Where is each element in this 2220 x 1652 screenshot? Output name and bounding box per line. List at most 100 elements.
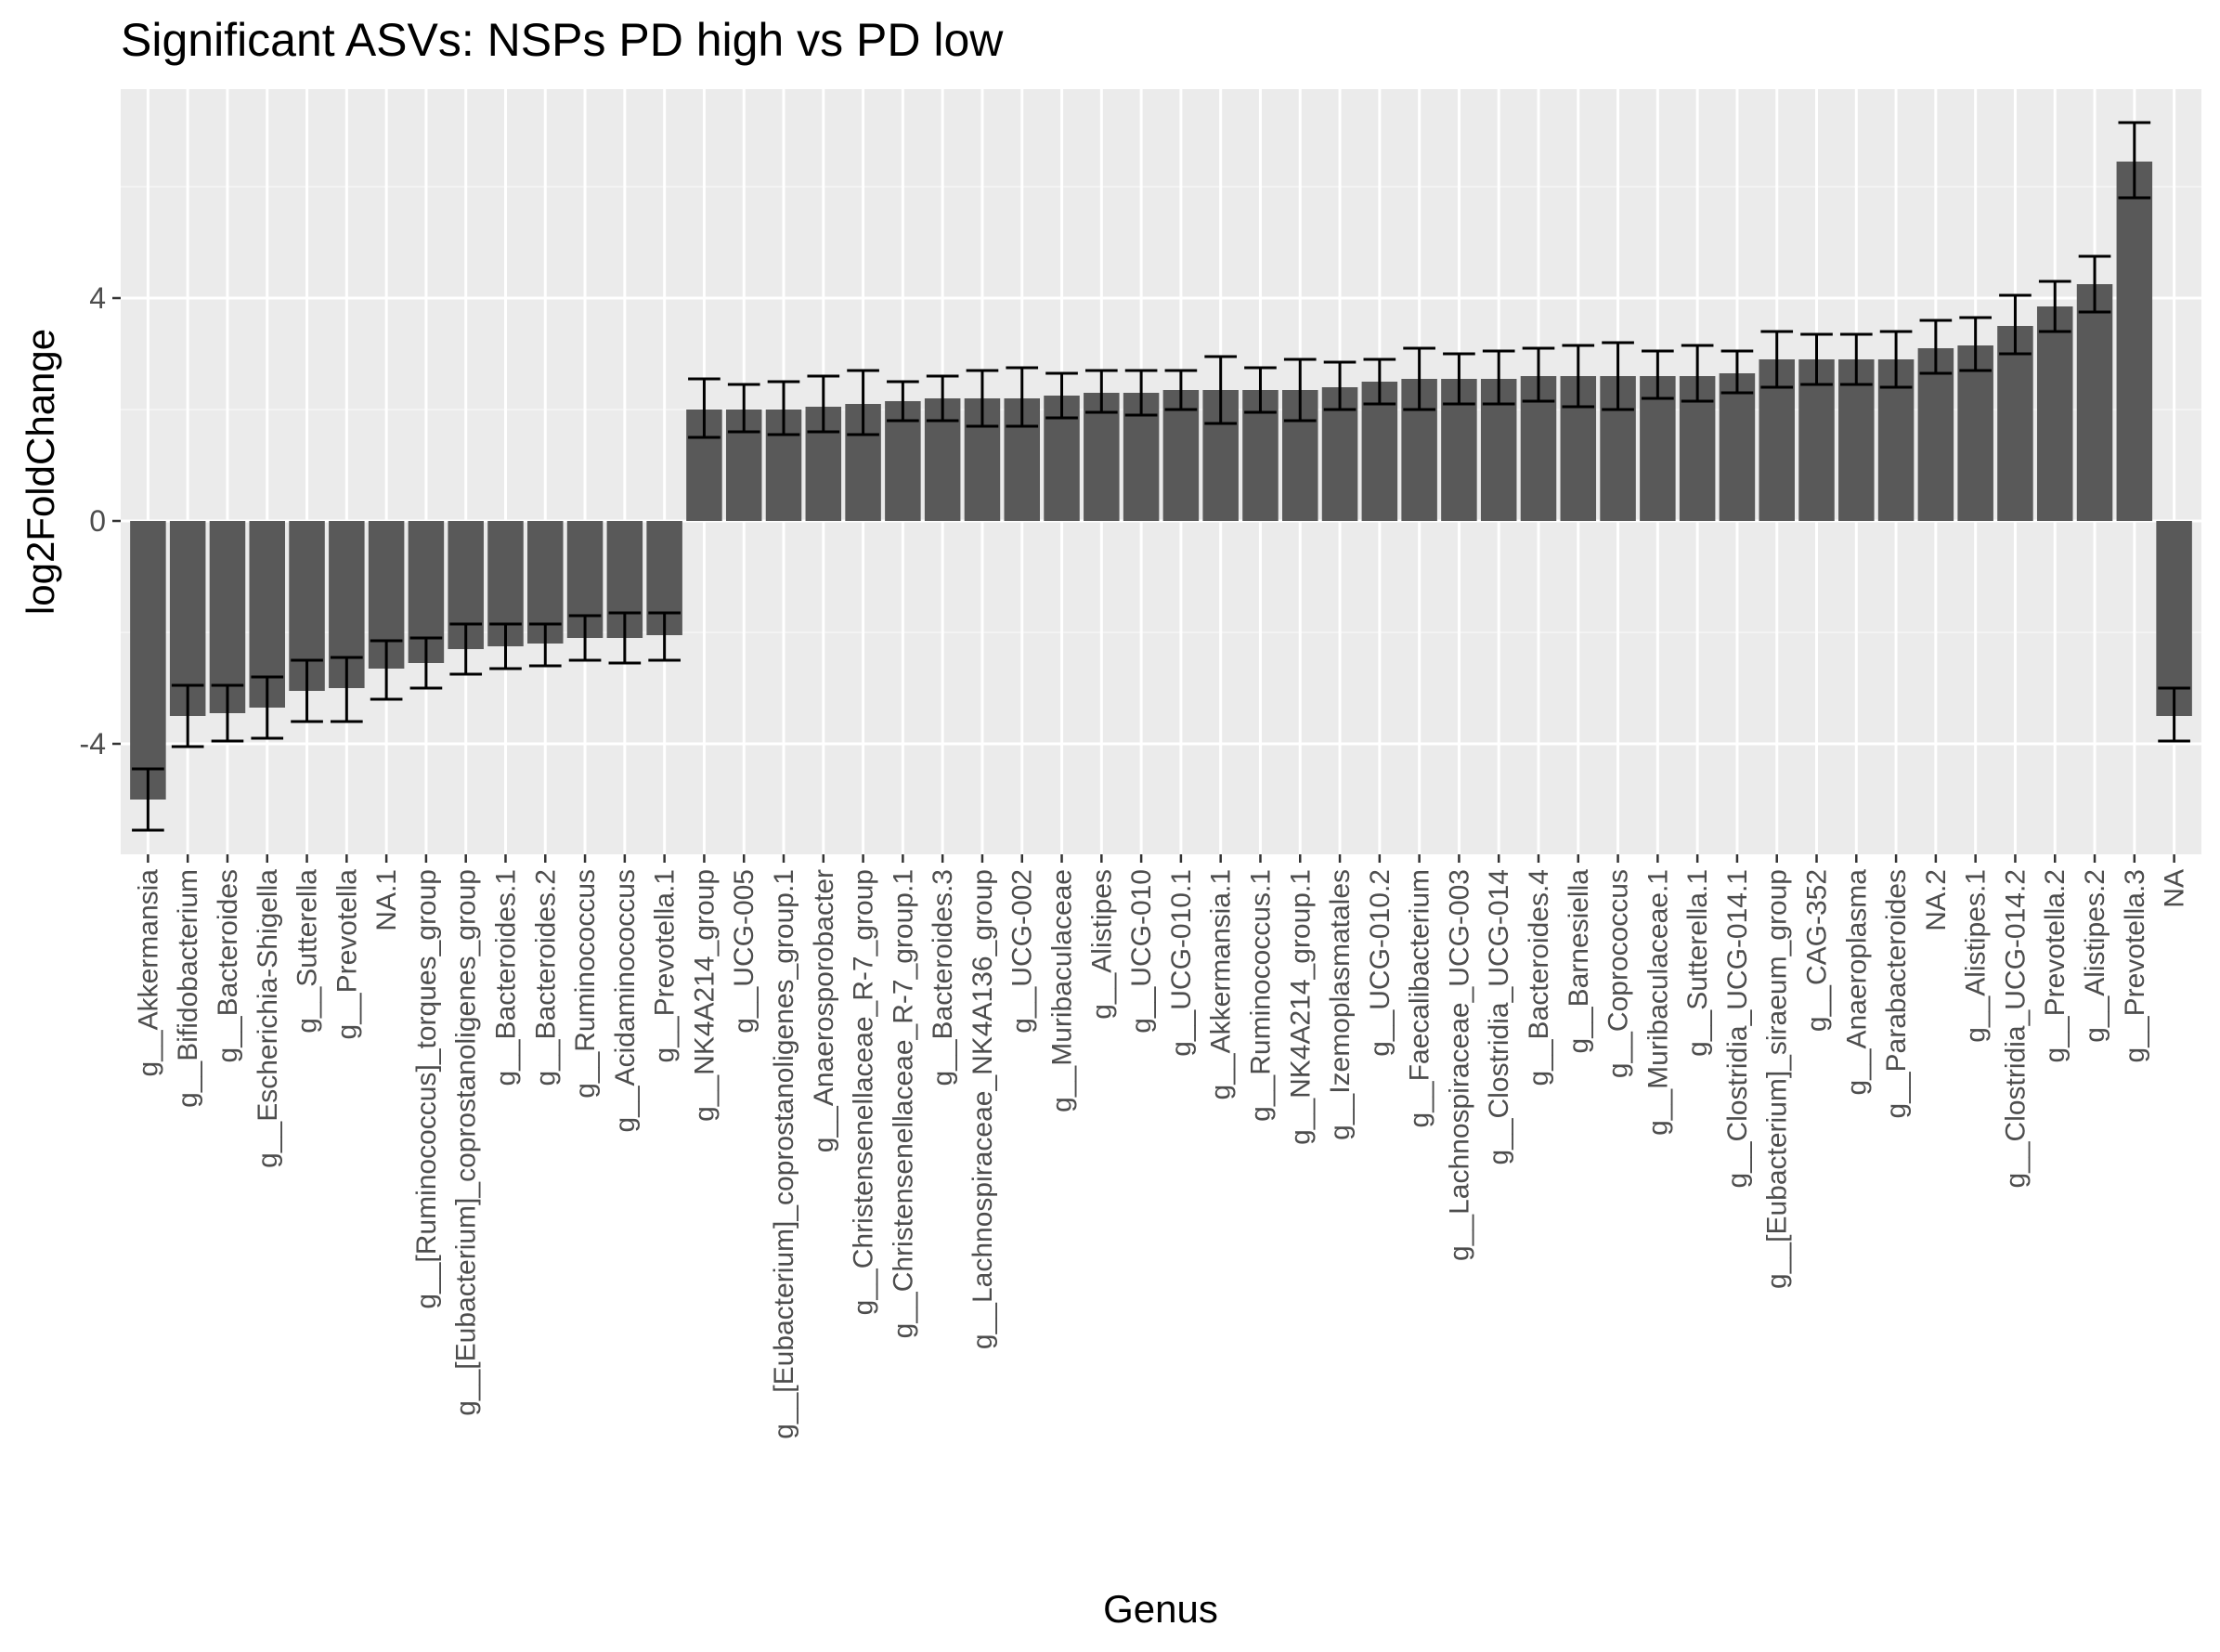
error-bar-g__NK4A214_group.1 [1283, 358, 1317, 423]
error-bar-NA.2 [1919, 319, 1953, 375]
bar-NA.2 [1917, 348, 1954, 521]
bar-g__Prevotella.3 [2116, 162, 2153, 521]
x-tick-label: g__Prevotella.2 [2040, 869, 2071, 1062]
error-bar-g__Bacteroides.4 [1522, 346, 1555, 403]
y-axis-title: log2FoldChange [19, 329, 62, 615]
error-bar-g__Bifidobacterium [171, 683, 204, 748]
x-axis-title: Genus [1103, 1587, 1218, 1631]
bar-g__Clostridia_UCG-014.2 [1997, 326, 2033, 521]
x-tick-label: NA.2 [1921, 869, 1952, 931]
error-bar-g__Alistipes [1084, 369, 1118, 414]
error-bar-g__Clostridia_UCG-014.1 [1720, 349, 1754, 395]
error-bar-g__[Eubacterium]_coprostanoligenes_group [449, 622, 483, 676]
error-bar-g__Akkermansia.1 [1204, 355, 1238, 425]
error-bar-g__Acidaminococcus [608, 611, 642, 665]
x-tick-label: g__Bacteroides.1 [490, 869, 521, 1086]
x-tick-label: g__Muribaculaceae [1047, 869, 1078, 1112]
error-bar-g__Ruminococcus [568, 614, 602, 662]
x-tick-label: g__NK4A214_group [689, 869, 720, 1122]
x-tick-label: g__[Ruminococcus]_torques_group [411, 869, 442, 1309]
x-tick-label: g__Akkermansia [133, 869, 163, 1077]
x-tick-label: g__Escherichia-Shigella [253, 869, 283, 1168]
x-tick-label: g__[Eubacterium]_coprostanoligenes_group… [769, 869, 799, 1439]
error-bar-g__Christensenellaceae_R-7_group.1 [887, 380, 919, 423]
x-tick-label: g__Alistipes [1086, 869, 1117, 1020]
error-bar-g__Bacteroides.2 [528, 622, 562, 668]
x-tick-label: g__Christensenellaceae_R-7_group.1 [888, 869, 918, 1338]
bar-g__Muribaculaceae.1 [1640, 376, 1676, 521]
error-bar-g__Sutterella [291, 658, 323, 723]
error-bar-NA.1 [370, 639, 403, 701]
error-bar-g__Anaeroplasma [1839, 332, 1873, 386]
bar-g__Bacteroides [209, 521, 246, 713]
x-tick-label: g__Izemoplasmatales [1325, 869, 1356, 1140]
error-bar-g__Sutterella.1 [1681, 344, 1714, 403]
x-tick-label: g__NK4A214_group.1 [1285, 869, 1316, 1145]
error-bar-g__UCG-010.2 [1363, 358, 1396, 406]
bar-g__Alistipes.1 [1957, 345, 1993, 521]
bar-g__CAG-352 [1798, 359, 1835, 521]
y-tick-label: 0 [89, 504, 106, 538]
error-bar-g__NK4A214_group [688, 377, 721, 439]
grid-lines [121, 89, 2201, 854]
error-bar-g__Clostridia_UCG-014.2 [1999, 293, 2032, 356]
error-bar-g__Clostridia_UCG-014 [1482, 349, 1515, 406]
x-tick-label: g__Faecalibacterium [1405, 869, 1435, 1127]
error-bar-g__Akkermansia [132, 767, 164, 832]
x-tick-label: g__Christensenellaceae_R-7_group [849, 869, 879, 1315]
bar-g__Alistipes [1084, 393, 1120, 521]
x-tick-label: g__Acidaminococcus [610, 869, 641, 1133]
x-tick-label: g__[Eubacterium]_siraeum_group [1762, 869, 1793, 1289]
x-tick-label: g__UCG-005 [729, 869, 759, 1034]
x-tick-label: g__Barnesiella [1564, 869, 1594, 1054]
x-tick-label: g__UCG-010 [1126, 869, 1157, 1034]
x-tick-label: g__UCG-010.2 [1365, 869, 1396, 1057]
error-bar-g__Bacteroides.3 [926, 374, 959, 423]
error-bar-g__[Ruminococcus]_torques_group [409, 636, 443, 690]
error-bar-g__Parabacteroides [1879, 330, 1913, 389]
x-tick-label: NA.1 [371, 869, 402, 931]
bar-g__Alistipes.2 [2076, 284, 2113, 521]
error-bar-g__CAG-352 [1800, 332, 1833, 386]
x-tick-label: NA [2160, 869, 2190, 908]
error-bar-g__Izemoplasmatales [1323, 360, 1357, 411]
x-tick-label: g__Bacteroides.4 [1524, 869, 1554, 1086]
error-bar-g__UCG-010 [1124, 369, 1158, 417]
error-bar-g__UCG-010.1 [1164, 369, 1198, 411]
error-bar-g__Barnesiella [1562, 344, 1595, 409]
x-tick-label: g__Anaeroplasma [1841, 869, 1872, 1096]
x-tick-label: g__Bacteroides [213, 869, 243, 1062]
error-bar-g__[Eubacterium]_coprostanoligenes_group.1 [767, 380, 800, 436]
error-bar-g__Lachnospiraceae_NK4A136_group [966, 369, 999, 428]
bar-g__Anaeroplasma [1838, 359, 1875, 521]
error-bar-g__Prevotella.2 [2038, 280, 2071, 333]
x-tick-label: g__CAG-352 [1802, 869, 1833, 1032]
x-axis: g__Akkermansia g__Bifidobacterium g__Bacte… [133, 854, 2190, 1439]
error-bar-g__UCG-005 [727, 383, 760, 434]
error-bar-g__UCG-002 [1006, 366, 1039, 428]
error-bar-g__Anaerosporobacter [807, 374, 840, 434]
x-tick-label: g__Alistipes.2 [2080, 869, 2110, 1043]
x-tick-label: g__UCG-010.1 [1166, 869, 1197, 1057]
y-tick-label: 4 [89, 281, 106, 315]
x-tick-label: g__Ruminococcus [570, 869, 601, 1099]
x-tick-label: g__Lachnospiraceae_NK4A136_group [967, 869, 998, 1349]
x-tick-label: g__Clostridia_UCG-014.2 [2000, 869, 2031, 1189]
error-bar-g__Escherichia-Shigella [251, 675, 284, 740]
bar-g__Clostridia_UCG-014.1 [1719, 373, 1756, 521]
error-bar-g__Muribaculaceae [1045, 371, 1078, 420]
error-bar-g__Bacteroides [211, 683, 244, 743]
x-tick-label: g__Akkermansia.1 [1206, 869, 1237, 1099]
error-bar-g__Prevotella.3 [2118, 121, 2151, 200]
x-tick-label: g__Bacteroides.3 [928, 869, 958, 1086]
x-tick-label: g__Prevotella [331, 869, 362, 1040]
error-bar-g__[Eubacterium]_siraeum_group [1760, 330, 1794, 389]
bar-g__Bifidobacterium [169, 521, 206, 716]
x-tick-label: g__Alistipes.1 [1961, 869, 1992, 1043]
x-tick-label: g__[Eubacterium]_coprostanoligenes_group [451, 869, 482, 1416]
error-bar-g__Prevotella.1 [648, 611, 681, 662]
chart-title: Significant ASVs: NSPs PD high vs PD low [121, 14, 1004, 66]
x-tick-label: g__Anaerosporobacter [809, 869, 839, 1152]
error-bar-NA [2158, 686, 2190, 743]
